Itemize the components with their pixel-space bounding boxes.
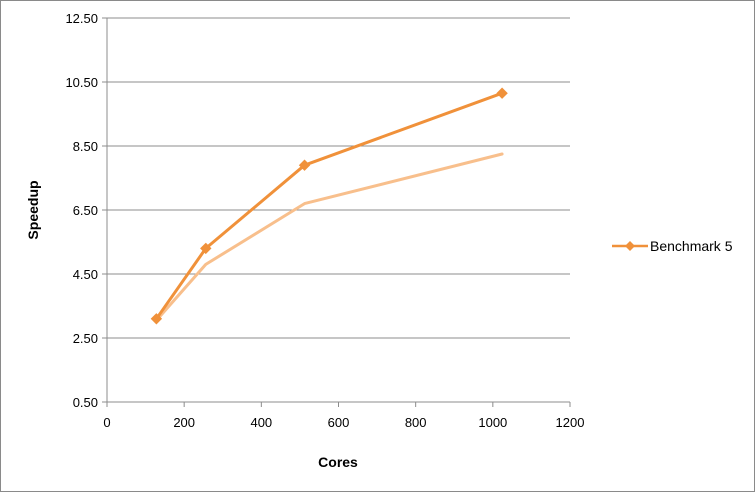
legend: Benchmark 5: [612, 238, 733, 254]
x-tick-label: 800: [405, 415, 427, 430]
series-layer: [150, 87, 508, 325]
x-tick-label: 1200: [556, 415, 585, 430]
legend-marker: [625, 241, 635, 251]
x-tick-label: 1000: [478, 415, 507, 430]
series-line-benchmark-5: [154, 91, 504, 321]
data-point-marker: [298, 159, 311, 171]
x-tick-label: 600: [328, 415, 350, 430]
x-tick-label: 200: [173, 415, 195, 430]
x-tick-labels: 0 200 400 600 800 1000 1200: [103, 415, 584, 430]
y-tick-label: 10.50: [65, 75, 98, 90]
y-tick-label: 4.50: [73, 267, 98, 282]
y-tick-label: 12.50: [65, 11, 98, 26]
y-tick-label: 2.50: [73, 331, 98, 346]
y-tick-labels: 0.50 2.50 4.50 6.50 8.50 10.50 12.50: [65, 11, 98, 410]
data-point-marker: [200, 242, 212, 255]
x-axis-title: Cores: [318, 454, 358, 470]
data-point-marker: [150, 313, 163, 325]
y-axis-title: Speedup: [25, 180, 41, 239]
axes: [102, 17, 571, 407]
x-tick-label: 400: [250, 415, 272, 430]
series-line-secondary: [154, 152, 504, 322]
gridlines: [107, 17, 570, 339]
y-tick-label: 8.50: [73, 139, 98, 154]
x-tick-label: 0: [103, 415, 110, 430]
y-tick-label: 6.50: [73, 203, 98, 218]
legend-label: Benchmark 5: [650, 238, 733, 254]
y-tick-label: 0.50: [73, 395, 98, 410]
data-point-marker: [496, 87, 508, 99]
